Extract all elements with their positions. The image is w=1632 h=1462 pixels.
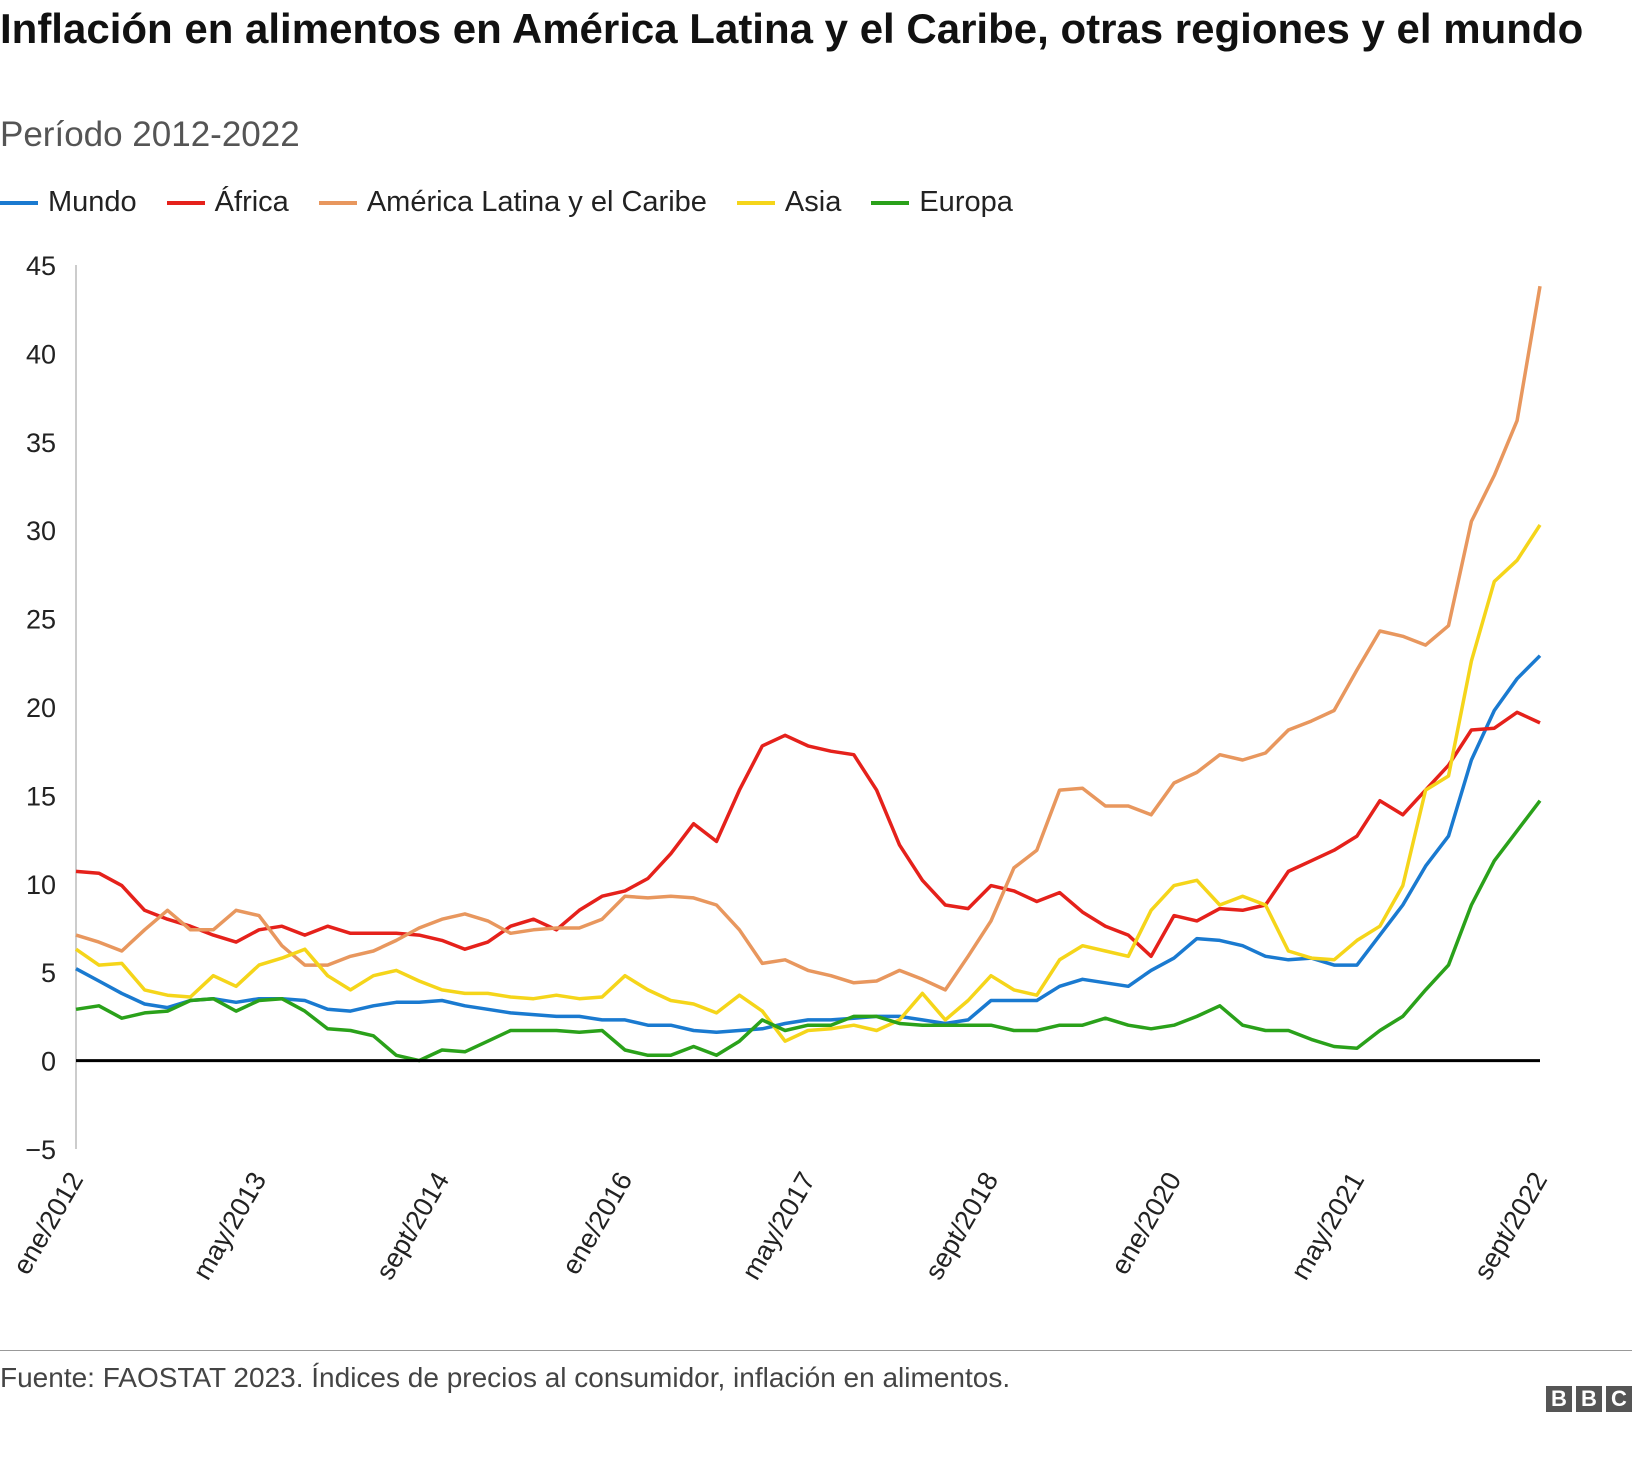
chart-subtitle: Período 2012-2022 <box>0 115 300 154</box>
legend-swatch <box>736 200 775 205</box>
legend-item: Europa <box>871 186 1013 219</box>
legend-swatch <box>318 200 357 205</box>
x-tick-label: may/2021 <box>1285 1167 1370 1285</box>
y-tick-label: −5 <box>25 1135 56 1165</box>
legend-label: Europa <box>919 186 1013 218</box>
legend-swatch <box>0 200 38 205</box>
series-line-3 <box>75 523 1542 1043</box>
x-tick-label: may/2013 <box>187 1167 272 1285</box>
legend-swatch <box>166 200 205 205</box>
legend-item: Mundo <box>0 186 137 219</box>
source-note: Fuente: FAOSTAT 2023. Índices de precios… <box>0 1362 1011 1393</box>
x-tick-label: may/2017 <box>736 1167 821 1285</box>
y-tick-label: 40 <box>26 339 56 369</box>
legend-item: América Latina y el Caribe <box>318 186 707 219</box>
series-line-4 <box>75 799 1542 1063</box>
legend-label: Asia <box>784 186 842 218</box>
legend-label: Mundo <box>48 186 137 218</box>
y-tick-label: 30 <box>26 516 56 546</box>
legend: Mundo África América Latina y el Caribe Asi… <box>0 186 1013 219</box>
legend-swatch <box>871 200 910 205</box>
y-tick-label: 25 <box>26 605 56 635</box>
y-tick-label: 45 <box>26 251 56 281</box>
y-tick-label: 35 <box>26 428 56 458</box>
series-line-2 <box>75 285 1542 992</box>
x-tick-label: ene/2020 <box>1105 1167 1187 1280</box>
chart-title: Inflación en alimentos en América Latina… <box>0 5 1584 52</box>
axes: −5 0 5 10 15 20 25 30 35 40 45 ene/2012 may/2013 sept… <box>7 251 1553 1285</box>
y-tick-label: 5 <box>41 958 56 988</box>
legend-item: Asia <box>736 186 842 219</box>
x-tick-label: ene/2016 <box>556 1167 638 1280</box>
series-line-0 <box>75 654 1542 1035</box>
y-tick-label: 0 <box>41 1047 56 1077</box>
y-tick-label: 20 <box>26 693 56 723</box>
legend-label: África <box>214 186 289 218</box>
series-line-1 <box>75 710 1541 959</box>
line-chart: −5 0 5 10 15 20 25 30 35 40 45 ene/2012 may/2013 sept… <box>7 251 1553 1285</box>
footer-divider <box>0 1350 1632 1351</box>
legend-label: América Latina y el Caribe <box>366 186 707 218</box>
series-lines <box>75 285 1542 1063</box>
x-tick-label: ene/2012 <box>7 1167 89 1280</box>
x-tick-label: sept/2018 <box>919 1167 1004 1285</box>
legend-item: África <box>166 186 289 219</box>
x-tick-label: sept/2014 <box>370 1167 455 1285</box>
x-tick-label: sept/2022 <box>1468 1167 1553 1285</box>
y-tick-label: 10 <box>26 870 56 900</box>
y-tick-label: 15 <box>26 781 56 811</box>
